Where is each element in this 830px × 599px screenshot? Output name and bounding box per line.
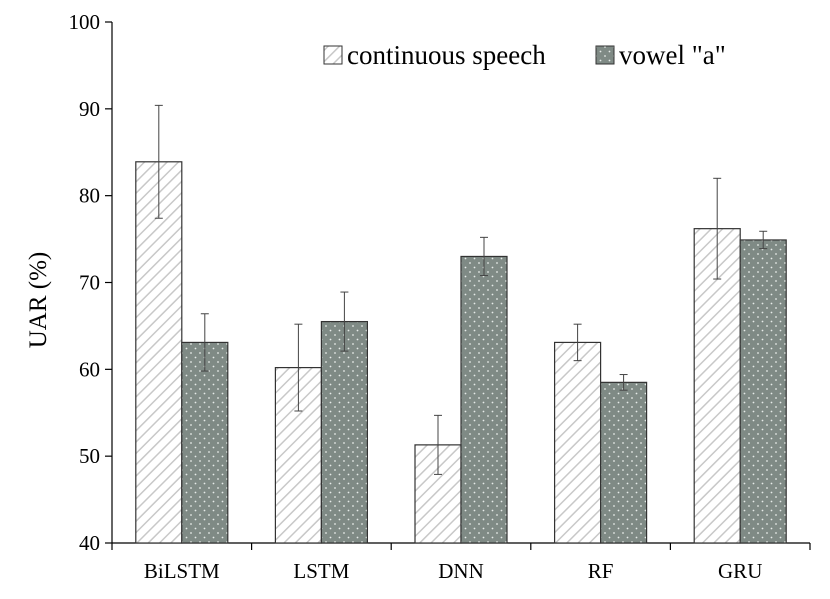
bar-continuous-speech: [693, 228, 741, 544]
bar-vowel-a: [599, 381, 648, 544]
x-tick-label: GRU: [718, 559, 762, 583]
bar-vowel-a: [320, 320, 368, 544]
y-tick-label: 90: [79, 97, 100, 121]
y-tick-label: 100: [69, 10, 101, 34]
bar-vowel-a: [181, 341, 229, 544]
bar-vowel-a: [460, 255, 508, 544]
error-bars: [154, 104, 768, 475]
y-tick-label: 80: [79, 184, 100, 208]
x-tick-label: LSTM: [293, 559, 349, 583]
x-axis: BiLSTM LSTM DNN RF GRU: [111, 542, 811, 583]
bar-vowel-a: [739, 239, 787, 544]
y-tick-label: 40: [79, 531, 100, 555]
legend-label-continuous-speech: continuous speech: [347, 40, 546, 70]
legend-swatch-vowel-a: [595, 45, 615, 65]
x-tick-label: RF: [588, 559, 614, 583]
legend-label-vowel-a: vowel "a": [619, 40, 726, 70]
y-tick-label: 50: [79, 444, 100, 468]
bar-continuous-speech: [553, 341, 602, 544]
y-tick-label: 60: [79, 357, 100, 381]
y-axis-title: UAR (%): [25, 252, 52, 349]
x-tick-label: BiLSTM: [144, 559, 220, 583]
legend-swatch-continuous-speech: [323, 45, 343, 65]
bars: [135, 161, 787, 544]
y-axis: 40 50 60 70 80 90 100: [69, 10, 113, 555]
bar-continuous-speech: [135, 161, 183, 544]
legend: continuous speech vowel "a": [323, 40, 726, 70]
y-tick-label: 70: [79, 271, 100, 295]
x-tick-label: DNN: [438, 559, 484, 583]
